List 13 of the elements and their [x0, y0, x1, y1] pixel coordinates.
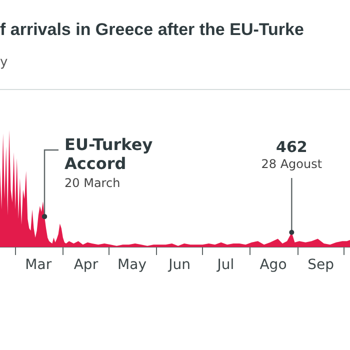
- annotation: EU-Turkey Accord: [64, 135, 154, 174]
- x-tick-label: Sep: [308, 257, 334, 274]
- x-tick-label: Jun: [168, 257, 191, 274]
- annotation: 28 Agoust: [261, 157, 322, 172]
- x-tick-label: Apr: [74, 257, 98, 274]
- x-tick-label: Jul: [216, 257, 234, 274]
- annotation: 462: [276, 138, 308, 156]
- x-tick-label: Mar: [25, 257, 52, 274]
- x-tick-label: Ago: [260, 257, 287, 274]
- chart-subtitle: y: [0, 55, 8, 70]
- annotation: 20 March: [64, 176, 120, 190]
- chart-title: f arrivals in Greece after the EU-Turke: [0, 20, 304, 40]
- x-tick-label: May: [118, 257, 146, 274]
